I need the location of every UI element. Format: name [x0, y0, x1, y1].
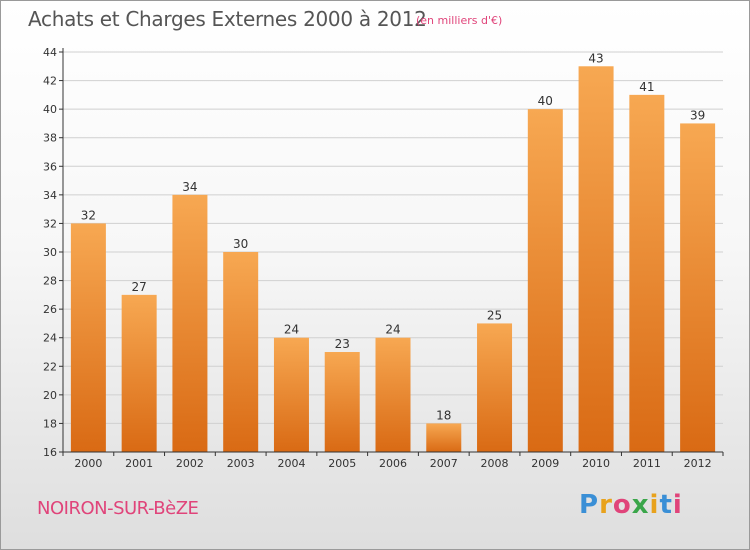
x-tick-label: 2010 — [582, 457, 610, 470]
bar-2000 — [70, 223, 106, 452]
x-tick-label: 2003 — [227, 457, 255, 470]
x-tick-label: 2012 — [684, 457, 712, 470]
bar-2001 — [121, 294, 157, 452]
data-labels: 32 27 34 30 24 23 24 18 25 40 43 41 39 — [81, 51, 706, 422]
data-label: 23 — [335, 337, 350, 351]
bar-2006 — [375, 337, 411, 452]
commune-name: NOIRON-SUR-BèZE — [37, 498, 199, 519]
y-tick-label: 28 — [43, 275, 57, 288]
data-label: 24 — [284, 323, 299, 337]
y-tick-label: 44 — [43, 46, 57, 59]
logo-letter: o — [612, 490, 632, 520]
y-tick-label: 36 — [43, 160, 57, 173]
x-tick-label: 2000 — [74, 457, 102, 470]
data-label: 24 — [385, 323, 400, 337]
bar-2002 — [172, 194, 208, 452]
x-tick-label: 2002 — [176, 457, 204, 470]
data-label: 40 — [538, 94, 553, 108]
axes: 16 18 20 22 24 26 28 30 32 34 36 38 40 42 44 2000 2001 20… — [43, 46, 724, 470]
chart-title: Achats et Charges Externes 2000 à 2012 — [28, 7, 427, 31]
data-label: 43 — [588, 51, 603, 65]
y-tick-label: 26 — [43, 303, 57, 316]
y-tick-label: 38 — [43, 132, 57, 145]
x-tick-label: 2006 — [379, 457, 407, 470]
bar-2007 — [426, 423, 462, 452]
y-tick-label: 24 — [43, 332, 57, 345]
proxiti-logo[interactable]: Proxiti — [579, 490, 683, 520]
y-tick-label: 34 — [43, 189, 57, 202]
bar-2012 — [680, 123, 716, 452]
x-tick-label: 2007 — [430, 457, 458, 470]
y-tick-label: 18 — [43, 417, 57, 430]
data-label: 30 — [233, 237, 248, 251]
y-tick-label: 20 — [43, 389, 57, 402]
y-tick-label: 16 — [43, 446, 57, 459]
data-label: 34 — [182, 180, 197, 194]
data-label: 25 — [487, 308, 502, 322]
y-tick-label: 22 — [43, 360, 57, 373]
x-tick-label: 2008 — [481, 457, 509, 470]
data-label: 18 — [436, 408, 451, 422]
chart-subtitle: (en milliers d'€) — [416, 14, 503, 27]
x-tick-label: 2009 — [531, 457, 559, 470]
x-tick-label: 2001 — [125, 457, 153, 470]
y-tick-label: 32 — [43, 217, 57, 230]
data-label: 27 — [132, 280, 147, 294]
logo-letter: i — [649, 490, 660, 520]
bar-series — [70, 66, 716, 453]
bar-2011 — [629, 94, 665, 452]
y-tick-label: 42 — [43, 75, 57, 88]
bar-2003 — [223, 252, 259, 452]
bar-2005 — [324, 352, 360, 452]
bar-2009 — [527, 109, 563, 453]
logo-letter: i — [672, 490, 683, 520]
data-label: 32 — [81, 208, 96, 222]
x-tick-label: 2004 — [277, 457, 305, 470]
logo-letter: r — [599, 490, 613, 520]
data-label: 39 — [690, 108, 705, 122]
x-tick-label: 2005 — [328, 457, 356, 470]
x-tick-label: 2011 — [633, 457, 661, 470]
logo-letter: x — [631, 490, 650, 520]
bar-2004 — [273, 337, 309, 452]
bar-2008 — [477, 323, 513, 452]
y-tick-label: 30 — [43, 246, 57, 259]
logo-letter: P — [579, 490, 600, 520]
data-label: 41 — [639, 80, 654, 94]
bar-2010 — [578, 66, 614, 453]
logo-letter: t — [659, 490, 673, 520]
y-tick-label: 40 — [43, 103, 57, 116]
